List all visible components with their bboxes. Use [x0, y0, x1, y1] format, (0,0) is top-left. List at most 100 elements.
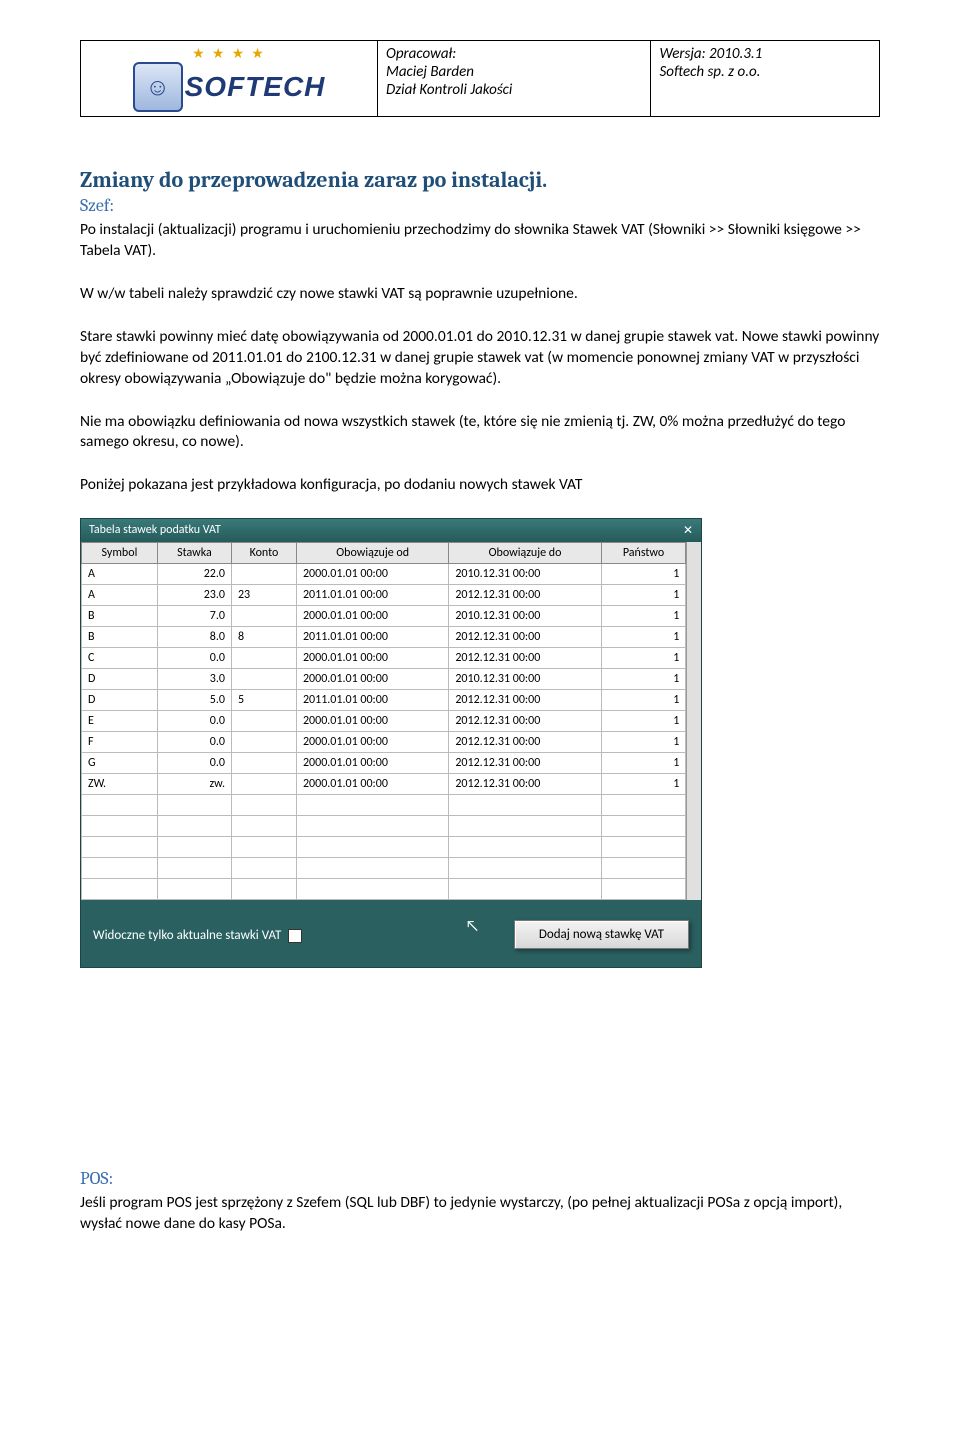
table-cell-empty — [449, 795, 601, 816]
table-cell — [231, 648, 296, 669]
table-cell-empty — [601, 879, 686, 900]
table-cell-empty — [157, 879, 231, 900]
header-mid-line1: Opracował: — [386, 45, 642, 63]
table-cell: 1 — [601, 648, 686, 669]
table-cell: 2000.01.01 00:00 — [296, 711, 448, 732]
header-mid-line3: Dział Kontroli Jakości — [386, 81, 642, 99]
table-cell: 1 — [601, 606, 686, 627]
table-cell: 2012.12.31 00:00 — [449, 648, 601, 669]
section2-p1: Jeśli program POS jest sprzężony z Szefe… — [80, 1193, 880, 1235]
table-cell: 23 — [231, 585, 296, 606]
vat-window-footer: Widoczne tylko aktualne stawki VAT ↖ Dod… — [81, 900, 701, 967]
section1-p2: W w/w tabeli należy sprawdzić czy nowe s… — [80, 284, 880, 305]
table-cell: 3.0 — [157, 669, 231, 690]
table-cell: 0.0 — [157, 732, 231, 753]
section2-sub: POS: — [80, 1168, 880, 1189]
table-row[interactable]: A23.0232011.01.01 00:002012.12.31 00:001 — [82, 585, 686, 606]
table-cell: 2012.12.31 00:00 — [449, 774, 601, 795]
table-row[interactable]: D5.052011.01.01 00:002012.12.31 00:001 — [82, 690, 686, 711]
footer-checkbox[interactable] — [288, 929, 302, 943]
table-cell-empty — [82, 795, 158, 816]
table-cell: 0.0 — [157, 753, 231, 774]
section1-sub: Szef: — [80, 195, 880, 216]
table-cell-empty — [296, 858, 448, 879]
table-cell-empty — [449, 816, 601, 837]
table-cell-empty — [296, 795, 448, 816]
table-cell-empty — [449, 858, 601, 879]
header-right-line1: Wersja: 2010.3.1 — [659, 45, 871, 63]
table-row-empty — [82, 879, 686, 900]
scrollbar[interactable] — [686, 542, 701, 900]
table-cell: 8.0 — [157, 627, 231, 648]
table-cell-empty — [82, 816, 158, 837]
table-row[interactable]: B7.02000.01.01 00:002010.12.31 00:001 — [82, 606, 686, 627]
table-row[interactable]: B8.082011.01.01 00:002012.12.31 00:001 — [82, 627, 686, 648]
table-cell-empty — [157, 858, 231, 879]
table-cell: 1 — [601, 690, 686, 711]
table-cell-empty — [296, 879, 448, 900]
table-cell-empty — [82, 858, 158, 879]
table-cell-empty — [449, 837, 601, 858]
close-icon[interactable]: ✕ — [683, 523, 693, 538]
table-cell-empty — [82, 837, 158, 858]
table-cell: 2012.12.31 00:00 — [449, 585, 601, 606]
table-cell: 2000.01.01 00:00 — [296, 606, 448, 627]
table-cell: B — [82, 606, 158, 627]
vat-col-header: Konto — [231, 543, 296, 564]
table-cell: 1 — [601, 732, 686, 753]
vat-col-header: Obowiązuje do — [449, 543, 601, 564]
table-row[interactable]: D3.02000.01.01 00:002010.12.31 00:001 — [82, 669, 686, 690]
table-cell-empty — [231, 858, 296, 879]
table-cell-empty — [231, 795, 296, 816]
table-cell: 0.0 — [157, 648, 231, 669]
table-cell: A — [82, 585, 158, 606]
table-cell: 1 — [601, 627, 686, 648]
table-cell: 2010.12.31 00:00 — [449, 606, 601, 627]
table-cell-empty — [157, 795, 231, 816]
section1-p5: Poniżej pokazana jest przykładowa konfig… — [80, 475, 880, 496]
table-cell: 2000.01.01 00:00 — [296, 732, 448, 753]
table-row[interactable]: E0.02000.01.01 00:002012.12.31 00:001 — [82, 711, 686, 732]
vat-window-titlebar: Tabela stawek podatku VAT ✕ — [81, 519, 701, 542]
table-row-empty — [82, 837, 686, 858]
table-cell: 1 — [601, 774, 686, 795]
table-cell: 2000.01.01 00:00 — [296, 648, 448, 669]
table-cell: 2012.12.31 00:00 — [449, 627, 601, 648]
vat-table: SymbolStawkaKontoObowiązuje odObowiązuje… — [81, 542, 686, 900]
section1-p4: Nie ma obowiązku definiowania od nowa ws… — [80, 412, 880, 454]
table-cell: C — [82, 648, 158, 669]
table-cell: 1 — [601, 564, 686, 585]
table-cell: D — [82, 690, 158, 711]
table-row[interactable]: A22.02000.01.01 00:002010.12.31 00:001 — [82, 564, 686, 585]
table-cell — [231, 753, 296, 774]
vat-col-header: Obowiązuje od — [296, 543, 448, 564]
table-cell: 2000.01.01 00:00 — [296, 564, 448, 585]
footer-checkbox-label: Widoczne tylko aktualne stawki VAT — [93, 928, 281, 943]
section1-p1: Po instalacji (aktualizacji) programu i … — [80, 220, 880, 262]
table-cell-empty — [157, 816, 231, 837]
table-cell — [231, 564, 296, 585]
table-cell-empty — [601, 816, 686, 837]
table-cell: 2012.12.31 00:00 — [449, 690, 601, 711]
header-mid-line2: Maciej Barden — [386, 63, 642, 81]
table-row[interactable]: ZW.zw.2000.01.01 00:002012.12.31 00:001 — [82, 774, 686, 795]
table-cell: 1 — [601, 753, 686, 774]
table-cell: 23.0 — [157, 585, 231, 606]
header-right-cell: Wersja: 2010.3.1 Softech sp. z o.o. — [651, 41, 880, 117]
table-cell-empty — [231, 879, 296, 900]
add-vat-button[interactable]: Dodaj nową stawkę VAT — [514, 920, 689, 949]
table-row[interactable]: C0.0 2000.01.01 00:002012.12.31 00:001 — [82, 648, 686, 669]
table-cell: 5 — [231, 690, 296, 711]
table-cell-empty — [601, 858, 686, 879]
vat-window-title: Tabela stawek podatku VAT — [89, 523, 221, 538]
chef-icon: ☺ — [133, 62, 183, 112]
table-cell-empty — [601, 837, 686, 858]
table-cell: 2012.12.31 00:00 — [449, 753, 601, 774]
table-cell: D — [82, 669, 158, 690]
section1-p3: Stare stawki powinny mieć datę obowiązyw… — [80, 327, 880, 390]
table-row[interactable]: G0.02000.01.01 00:002012.12.31 00:001 — [82, 753, 686, 774]
table-cell-empty — [157, 837, 231, 858]
table-cell: 2000.01.01 00:00 — [296, 774, 448, 795]
vat-col-header: Państwo — [601, 543, 686, 564]
table-row[interactable]: F0.02000.01.01 00:002012.12.31 00:001 — [82, 732, 686, 753]
